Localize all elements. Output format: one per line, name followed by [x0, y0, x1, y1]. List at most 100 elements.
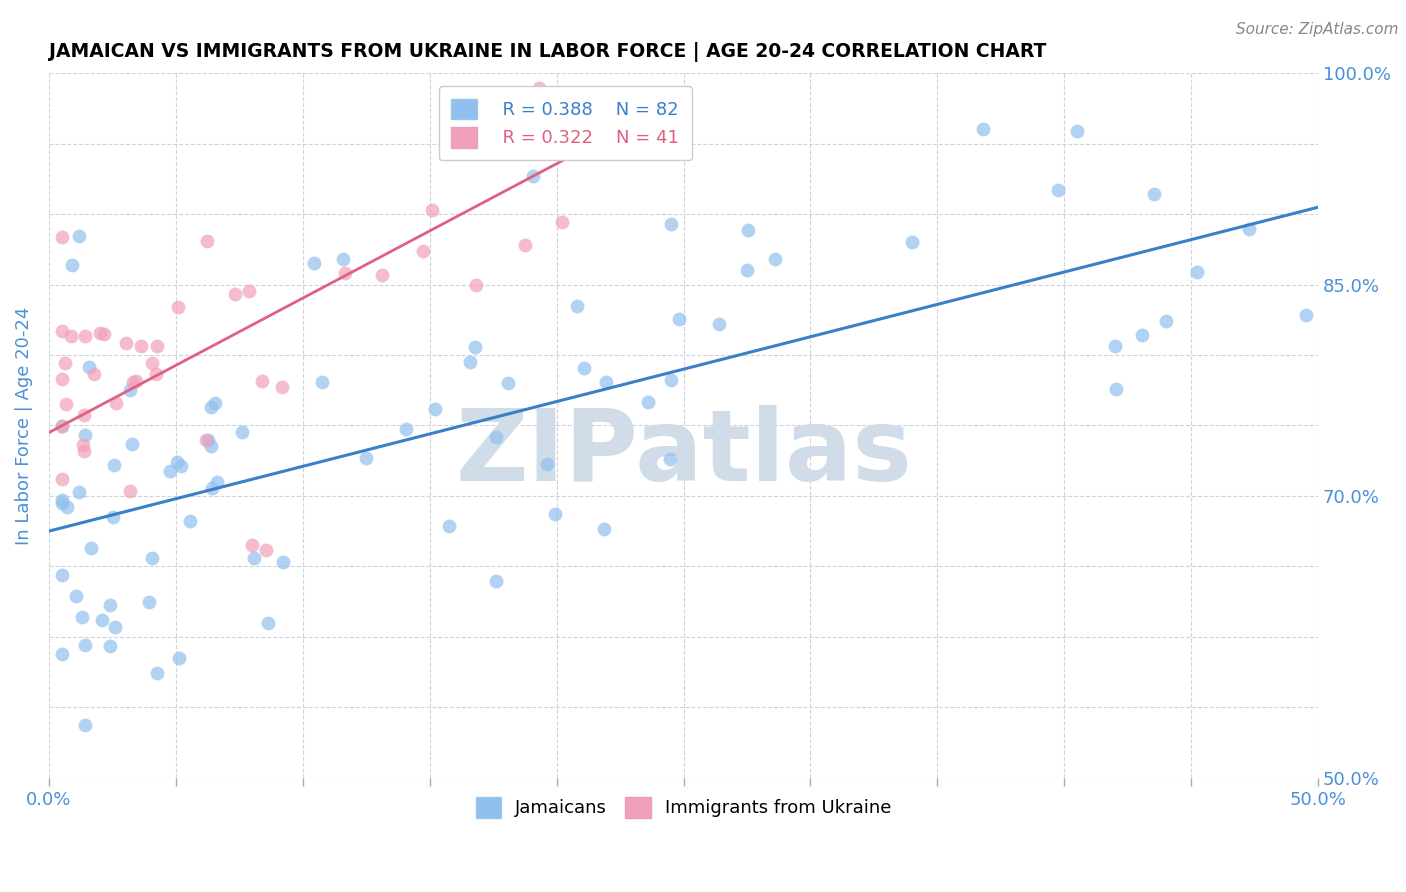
Point	[567, 299, 589, 313]
Point	[121, 436, 143, 450]
Point	[60, 258, 83, 272]
Point	[395, 422, 418, 436]
Y-axis label: In Labor Force | Age 20-24: In Labor Force | Age 20-24	[15, 306, 32, 545]
Point	[332, 252, 354, 266]
Point	[1066, 123, 1088, 137]
Point	[98, 639, 121, 653]
Point	[73, 638, 96, 652]
Point	[240, 538, 263, 552]
Point	[224, 286, 246, 301]
Point	[121, 376, 143, 390]
Point	[1154, 314, 1177, 328]
Point	[1132, 327, 1154, 342]
Point	[59, 328, 82, 343]
Point	[205, 475, 228, 489]
Point	[302, 256, 325, 270]
Point	[98, 598, 121, 612]
Point	[91, 614, 114, 628]
Point	[51, 229, 73, 244]
Text: Source: ZipAtlas.com: Source: ZipAtlas.com	[1236, 22, 1399, 37]
Point	[65, 589, 87, 603]
Point	[169, 650, 191, 665]
Point	[70, 609, 93, 624]
Point	[437, 519, 460, 533]
Point	[131, 339, 153, 353]
Point	[527, 81, 550, 95]
Point	[56, 500, 79, 514]
Point	[120, 483, 142, 498]
Point	[204, 396, 226, 410]
Point	[333, 266, 356, 280]
Point	[1185, 265, 1208, 279]
Point	[73, 409, 96, 423]
Point	[103, 458, 125, 472]
Point	[238, 284, 260, 298]
Point	[104, 620, 127, 634]
Point	[201, 481, 224, 495]
Point	[67, 229, 90, 244]
Point	[51, 647, 73, 661]
Point	[972, 122, 994, 136]
Point	[465, 277, 488, 292]
Point	[73, 427, 96, 442]
Point	[51, 324, 73, 338]
Point	[72, 438, 94, 452]
Point	[231, 425, 253, 439]
Point	[200, 439, 222, 453]
Point	[51, 419, 73, 434]
Point	[1105, 382, 1128, 396]
Point	[197, 434, 219, 448]
Point	[141, 356, 163, 370]
Point	[256, 616, 278, 631]
Point	[77, 360, 100, 375]
Point	[75, 717, 97, 731]
Point	[1046, 183, 1069, 197]
Point	[89, 326, 111, 341]
Point	[166, 455, 188, 469]
Point	[51, 372, 73, 386]
Point	[51, 472, 73, 486]
Point	[83, 367, 105, 381]
Point	[637, 395, 659, 409]
Point	[271, 380, 294, 394]
Point	[464, 340, 486, 354]
Point	[51, 419, 73, 434]
Point	[356, 451, 378, 466]
Point	[498, 376, 520, 390]
Point	[1104, 339, 1126, 353]
Point	[901, 235, 924, 249]
Point	[195, 433, 218, 447]
Point	[179, 514, 201, 528]
Text: ZIPatlas: ZIPatlas	[456, 405, 912, 502]
Point	[125, 374, 148, 388]
Point	[80, 541, 103, 556]
Point	[551, 215, 574, 229]
Point	[51, 493, 73, 508]
Point	[737, 223, 759, 237]
Point	[138, 594, 160, 608]
Point	[659, 373, 682, 387]
Point	[53, 356, 76, 370]
Point	[73, 444, 96, 458]
Point	[572, 361, 595, 376]
Point	[105, 396, 128, 410]
Point	[658, 451, 681, 466]
Point	[661, 217, 683, 231]
Point	[668, 312, 690, 326]
Point	[145, 367, 167, 381]
Point	[146, 666, 169, 681]
Point	[544, 507, 567, 521]
Point	[412, 244, 434, 259]
Point	[592, 522, 614, 536]
Point	[51, 496, 73, 510]
Point	[271, 555, 294, 569]
Point	[254, 542, 277, 557]
Point	[371, 268, 394, 282]
Point	[55, 397, 77, 411]
Point	[200, 401, 222, 415]
Point	[1295, 308, 1317, 322]
Point	[311, 375, 333, 389]
Point	[707, 317, 730, 331]
Point	[484, 574, 506, 588]
Point	[513, 238, 536, 252]
